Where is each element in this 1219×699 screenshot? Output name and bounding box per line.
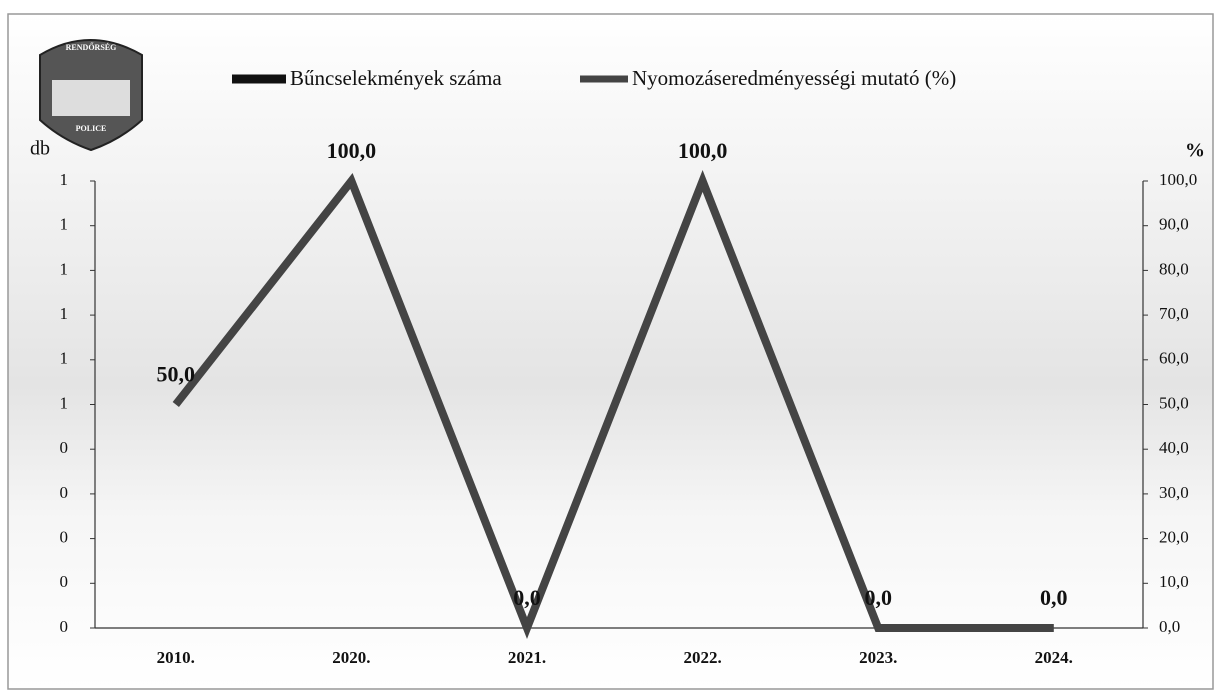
- logo-panel: [52, 80, 130, 116]
- y-tick-label: 0: [60, 572, 69, 591]
- x-tick-label: 2010.: [157, 648, 195, 667]
- data-label: 0,0: [864, 585, 892, 610]
- x-tick-label: 2023.: [859, 648, 897, 667]
- x-tick-label: 2024.: [1035, 648, 1073, 667]
- y-tick-label: 1: [60, 349, 69, 368]
- logo-bottom: POLICE: [76, 124, 107, 133]
- y-tick-label: 1: [60, 215, 69, 234]
- y2-axis-title: %: [1185, 140, 1205, 162]
- y2-tick-label: 70,0: [1159, 304, 1189, 323]
- y-tick-label: 1: [60, 304, 69, 323]
- y2-tick-label: 60,0: [1159, 349, 1189, 368]
- x-tick-label: 2021.: [508, 648, 546, 667]
- x-tick-label: 2022.: [683, 648, 721, 667]
- y-tick-label: 0: [60, 617, 69, 636]
- legend-label: Bűncselekmények száma: [290, 66, 502, 90]
- background: [8, 14, 1213, 689]
- legend-label: Nyomozáseredményességi mutató (%): [632, 66, 956, 90]
- data-label: 100,0: [327, 138, 377, 163]
- y2-tick-label: 0,0: [1159, 617, 1180, 636]
- y2-tick-label: 30,0: [1159, 483, 1189, 502]
- data-label: 0,0: [513, 585, 541, 610]
- data-label: 50,0: [157, 362, 196, 387]
- y-tick-label: 1: [60, 259, 69, 278]
- y2-tick-label: 40,0: [1159, 438, 1189, 457]
- y2-tick-label: 10,0: [1159, 572, 1189, 591]
- y-tick-label: 0: [60, 438, 69, 457]
- y2-tick-label: 20,0: [1159, 528, 1189, 547]
- y2-tick-label: 100,0: [1159, 170, 1197, 189]
- data-label: 100,0: [678, 138, 728, 163]
- logo-top: RENDŐRSÉG: [66, 42, 117, 52]
- y2-tick-label: 90,0: [1159, 215, 1189, 234]
- y-tick-label: 0: [60, 483, 69, 502]
- x-tick-label: 2020.: [332, 648, 370, 667]
- y-tick-label: 1: [60, 393, 69, 412]
- y-tick-label: 0: [60, 528, 69, 547]
- data-label: 0,0: [1040, 585, 1068, 610]
- y2-tick-label: 50,0: [1159, 393, 1189, 412]
- chart: RENDŐRSÉG POLICE db % 000001111110,010,0…: [0, 0, 1219, 699]
- y2-tick-label: 80,0: [1159, 259, 1189, 278]
- y-tick-label: 1: [60, 170, 69, 189]
- y-axis-title: db: [30, 138, 50, 160]
